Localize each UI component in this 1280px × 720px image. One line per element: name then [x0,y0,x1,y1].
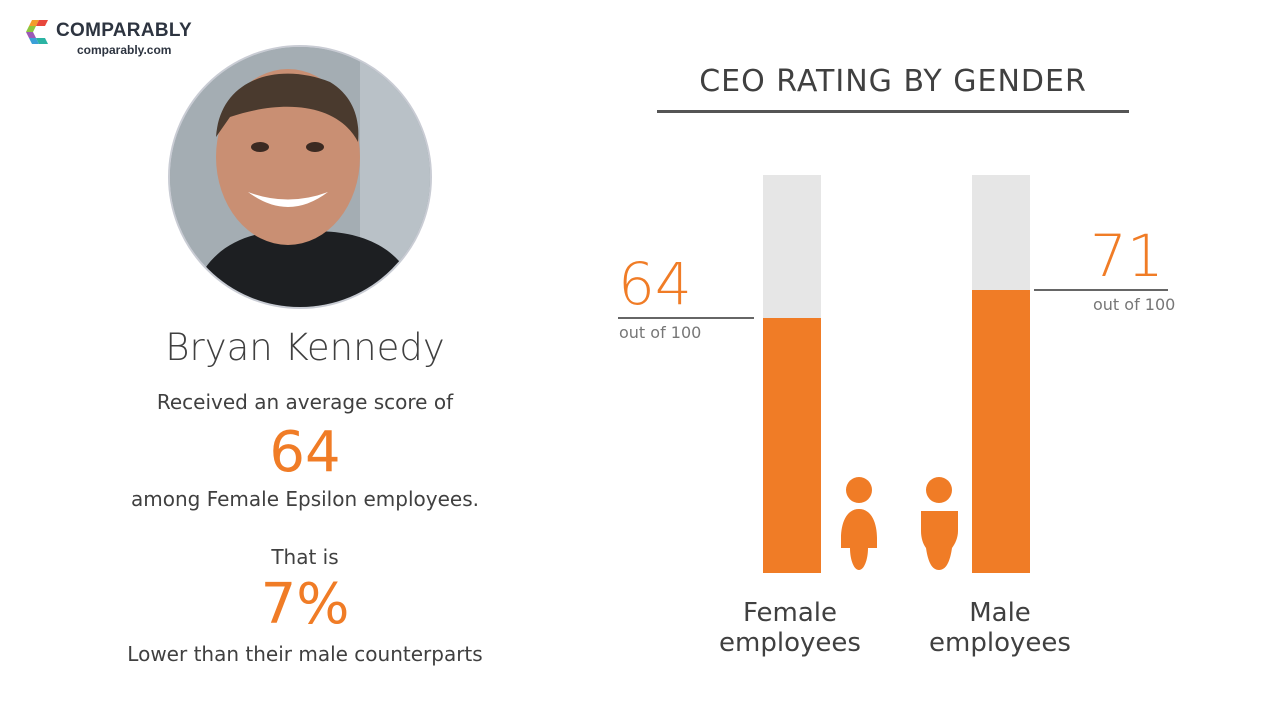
female-category-line2: employees [719,628,861,658]
male-person-icon [921,477,958,570]
female-leader-line [618,317,754,320]
male-value-label: 71 [1090,222,1164,290]
ceo-photo [168,45,432,309]
female-person-icon [841,477,877,570]
female-bar-track [763,175,821,573]
female-score-value: 64 [269,420,341,485]
logo-url: comparably.com [77,43,172,57]
ceo-name: Bryan Kennedy [165,326,445,369]
comparably-logo[interactable]: COMPARABLY comparably.com [26,18,216,60]
difference-value: 7% [260,572,350,637]
comparison-intro-text: That is [271,545,339,569]
comparably-logo-icon [26,20,48,44]
comparison-text: Lower than their male counterparts [127,642,483,666]
male-leader-line [1034,289,1168,292]
male-category-line2: employees [929,628,1071,658]
male-bar [972,290,1030,573]
female-out-of-label: out of 100 [619,323,702,342]
female-bar [763,318,821,573]
title-underline [657,110,1129,113]
score-intro-text: Received an average score of [156,390,454,414]
female-category-line1: Female [742,598,837,628]
logo-brand: COMPARABLY [56,20,193,41]
female-value-label: 64 [618,250,692,318]
female-category-label: Female employees [690,598,890,658]
score-context-text: among Female Epsilon employees. [130,487,479,511]
male-bar-track [972,175,1030,573]
male-category-label: Male employees [900,598,1100,658]
male-out-of-label: out of 100 [1093,295,1176,314]
male-category-line1: Male [969,598,1031,628]
chart-title: CEO RATING BY GENDER [699,64,1087,99]
